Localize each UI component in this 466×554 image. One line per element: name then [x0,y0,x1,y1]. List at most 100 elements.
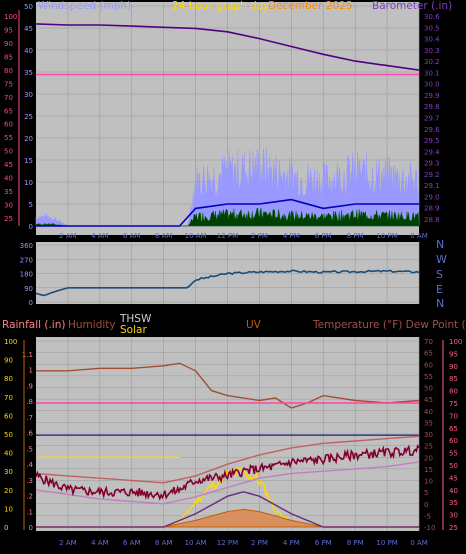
rain-tick-label: .3 [26,477,33,485]
rain-tick-label: .8 [26,398,33,406]
wind-tick-label: 15 [24,157,33,165]
panel-bottom-title-uv: UV [246,319,262,331]
wind-average-line [36,198,419,227]
x-tick-label: 8 AM [155,539,173,547]
humidity-tick-label: 60 [449,437,458,445]
humidity-tick-label: 65 [449,425,458,433]
dew-point-line [35,461,420,505]
temperature-line [35,435,420,484]
baro-tick-label: 30.4 [424,36,440,44]
direction-tick-label: 360 [20,242,33,250]
rain-tick-label: 1 [29,367,33,375]
wind-tick-label: 35 [24,69,33,77]
temp-tick-label: 45 [424,396,433,404]
wind-tick-label: 25 [24,113,33,121]
direction-label: W [436,253,447,266]
panel-top-series [35,23,420,227]
panel-mid-series [35,269,420,297]
x-tick-label: 10 PM [376,232,397,240]
percent-tick-label: 70 [4,394,13,402]
humidity-tick-label: 45 [449,474,458,482]
temp-tick-label: 10 [424,478,433,486]
temp-tick-label: 25 [424,443,433,451]
x-tick-label: 8 PM [347,539,364,547]
percent-tick-label: 50 [4,431,13,439]
x-tick-label: 6 AM [123,232,141,240]
percent-tick-label: 20 [4,487,13,495]
humidity-tick-label: 55 [449,450,458,458]
humidity-tick-label: 90 [449,363,458,371]
baro-tick-label: 29.2 [424,171,440,179]
direction-label: E [436,283,443,296]
direction-label: S [436,268,443,281]
outer-tick-label: 80 [4,67,13,75]
percent-tick-label: 90 [4,357,13,365]
x-tick-label: 0 AM [410,539,428,547]
rain-tick-label: .2 [26,493,33,501]
outer-tick-label: 55 [4,134,13,142]
baro-tick-label: 28.9 [424,205,440,213]
direction-tick-label: 180 [20,271,33,279]
rain-tick-label: .1 [26,508,33,516]
x-tick-label: 2 AM [59,232,77,240]
humidity-tick-label: 80 [449,388,458,396]
rain-tick-label: 1.1 [22,351,33,359]
panel-bottom-axes: 01020304050607080901000.1.2.3.4.5.6.7.8.… [4,338,462,547]
rain-tick-label: .6 [26,430,33,438]
temp-tick-label: 50 [424,385,433,393]
rain-tick-label: .9 [26,382,33,390]
humidity-tick-label: 70 [449,412,458,420]
x-tick-label: 12 PM [217,232,238,240]
wind-tick-label: 10 [24,179,33,187]
baro-tick-label: 29.3 [424,160,440,168]
wind-tick-label: 45 [24,25,33,33]
humidity-tick-label: 40 [449,487,458,495]
temp-tick-label: 5 [424,489,428,497]
baro-tick-label: 30.1 [424,69,440,77]
wind-tick-label: 5 [29,201,33,209]
barometer-line [35,23,420,71]
x-tick-label: 4 PM [283,232,300,240]
wind-direction-line [35,269,420,297]
x-tick-label: 10 AM [185,539,207,547]
wind-tick-label: 20 [24,135,33,143]
percent-tick-label: 30 [4,468,13,476]
baro-tick-label: 30.5 [424,24,440,32]
outer-tick-label: 50 [4,148,13,156]
humidity-tick-label: 30 [449,512,458,520]
baro-tick-label: 29.9 [424,92,440,100]
percent-tick-label: 10 [4,505,13,513]
humidity-tick-label: 85 [449,375,458,383]
x-tick-label: 10 PM [376,539,397,547]
outer-tick-label: 85 [4,53,13,61]
panel-bottom-grid [36,337,420,531]
panel-top-title-wind: Windspeed (mph) [38,0,131,12]
temp-tick-label: -10 [424,524,435,532]
outer-tick-label: 45 [4,161,13,169]
x-tick-label: 2 PM [251,232,268,240]
outer-tick-label: 95 [4,26,13,34]
x-tick-label: 4 AM [91,539,109,547]
rain-tick-label: .4 [26,461,33,469]
baro-tick-label: 30.3 [424,47,440,55]
temp-tick-label: 70 [424,338,433,346]
panel-bottom-title-rain: Rainfall (.in) [2,319,65,331]
outer-tick-label: 35 [4,188,13,196]
panel-bottom-title-humidity: Humidity [68,319,116,331]
percent-tick-label: 40 [4,450,13,458]
direction-label: N [436,297,444,310]
panel-top-axes: 0 5 10 15 20 25 30 35 40 45 50 25 30 35 40 45 50 55 60 65 70… [4,3,440,240]
x-tick-label: 6 PM [315,539,332,547]
humidity-tick-label: 25 [449,524,458,532]
temp-tick-label: 60 [424,361,433,369]
panel-bottom-title-thsw: THSW [119,313,152,325]
direction-tick-label: 0 [29,299,33,307]
percent-tick-label: 0 [4,524,8,532]
baro-tick-label: 28.8 [424,216,440,224]
outer-tick-label: 30 [4,202,13,210]
uv-outline-line [36,491,419,528]
humidity-tick-label: 95 [449,350,458,358]
x-tick-label: 10 AM [185,232,207,240]
baro-tick-label: 29.8 [424,103,440,111]
